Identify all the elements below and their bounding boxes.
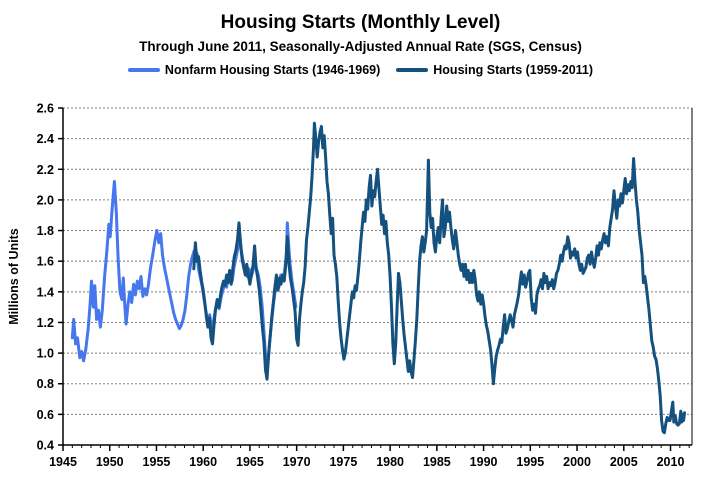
legend-item-housing: Housing Starts (1959-2011) xyxy=(396,63,593,77)
y-tick-label: 1.2 xyxy=(37,316,54,330)
y-tick-label: 1.4 xyxy=(37,285,54,299)
legend-swatch-nonfarm-line xyxy=(127,68,160,72)
x-tick-label: 1985 xyxy=(423,455,451,469)
x-tick-label: 1990 xyxy=(470,455,498,469)
x-tick-label: 1955 xyxy=(143,455,171,469)
y-tick-label: 1.6 xyxy=(37,255,54,269)
x-tick-label: 1950 xyxy=(96,455,124,469)
legend-swatch-housing-line xyxy=(396,68,429,72)
y-tick-label: 0.6 xyxy=(37,408,54,422)
y-tick-label: 1.0 xyxy=(37,347,54,361)
chart-subtitle: Through June 2011, Seasonally-Adjusted A… xyxy=(139,39,582,54)
y-tick-label: 1.8 xyxy=(37,224,54,238)
x-tick-label: 1945 xyxy=(49,455,77,469)
x-tick-label: 1995 xyxy=(516,455,544,469)
x-tick-label: 1970 xyxy=(283,455,311,469)
series-line-1 xyxy=(192,121,686,435)
y-tick-label: 2.0 xyxy=(37,193,54,207)
legend-label-nonfarm: Nonfarm Housing Starts (1946-1969) xyxy=(164,63,381,77)
y-tick-label: 2.4 xyxy=(37,132,54,146)
x-tick-label: 2005 xyxy=(610,455,638,469)
y-tick-label: 0.4 xyxy=(37,439,54,453)
x-tick-label: 1960 xyxy=(189,455,217,469)
y-tick-label: 2.6 xyxy=(37,102,54,116)
y-tick-label: 2.2 xyxy=(37,163,54,177)
legend: Nonfarm Housing Starts (1946-1969) Housi… xyxy=(0,63,721,77)
x-tick-label: 1980 xyxy=(376,455,404,469)
y-tick-label: 0.8 xyxy=(37,377,54,391)
legend-label-housing: Housing Starts (1959-2011) xyxy=(433,63,594,77)
y-axis-title: Millions of Units xyxy=(7,228,21,325)
x-tick-label: 1975 xyxy=(329,455,357,469)
x-tick-label: 2010 xyxy=(657,455,685,469)
x-tick-label: 1965 xyxy=(236,455,264,469)
chart-title: Housing Starts (Monthly Level) xyxy=(220,12,501,33)
legend-item-nonfarm: Nonfarm Housing Starts (1946-1969) xyxy=(127,63,381,77)
x-tick-label: 2000 xyxy=(563,455,591,469)
